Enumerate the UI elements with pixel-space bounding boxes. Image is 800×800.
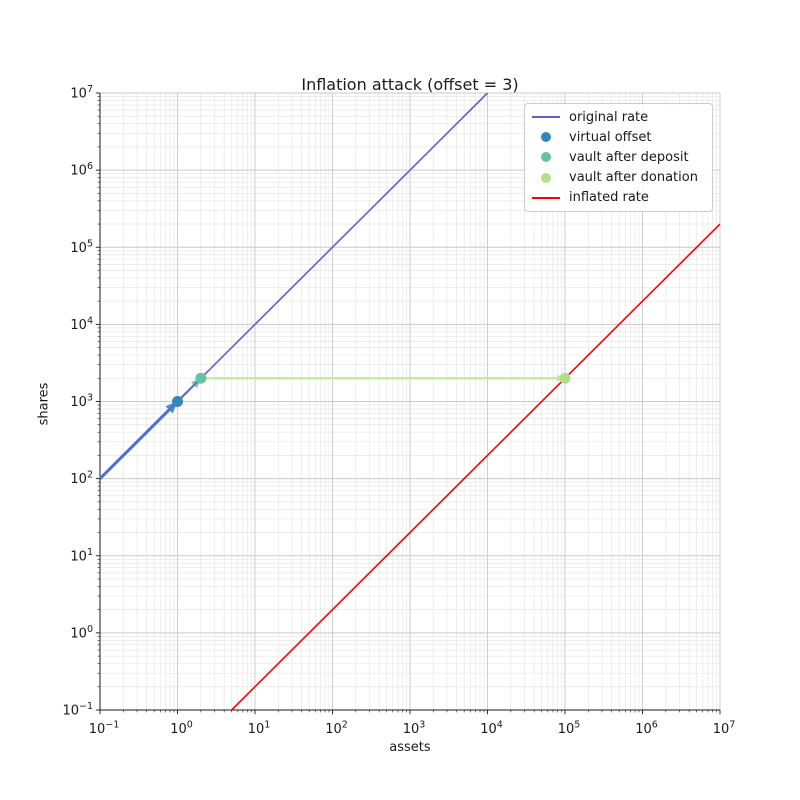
x-tick-label: 103: [403, 720, 426, 738]
y-tick-label: 104: [70, 315, 93, 333]
y-tick-label: 10−1: [62, 701, 93, 719]
legend-item-original-rate: original rate: [531, 107, 706, 127]
legend-label: vault after donation: [569, 170, 698, 186]
legend-label: original rate: [569, 109, 649, 125]
legend-item-virtual-offset: virtual offset: [531, 127, 706, 147]
dot-swatch-icon: [531, 152, 561, 163]
x-axis-label: assets: [389, 740, 431, 755]
x-tick-label: 101: [248, 720, 271, 738]
legend-label: vault after deposit: [569, 149, 689, 165]
y-tick-label: 101: [70, 547, 93, 565]
legend-label: virtual offset: [569, 129, 652, 145]
legend-item-vault-after-deposit: vault after deposit: [531, 147, 706, 167]
original-rate-line-sample: [532, 116, 560, 119]
dot-swatch-icon: [531, 172, 561, 183]
x-tick-label: 107: [713, 720, 736, 738]
inflated-rate-line-sample: [532, 196, 560, 199]
legend-item-vault-after-donation: vault after donation: [531, 168, 706, 188]
legend-item-inflated-rate: inflated rate: [531, 188, 706, 208]
dot-swatch-icon: [531, 132, 561, 143]
x-tick-label: 104: [480, 720, 503, 738]
rate-lines: [99, 92, 721, 711]
event-points: [172, 372, 571, 407]
x-tick-label: 106: [635, 720, 658, 738]
y-tick-label: 105: [70, 238, 93, 256]
chart-legend: original rate virtual offset vault after…: [524, 103, 713, 212]
y-tick-label: 102: [70, 470, 93, 488]
series-original-rate-line: [99, 92, 489, 480]
y-tick-label: 103: [70, 393, 93, 411]
series-inflated-rate-line: [231, 223, 721, 711]
y-tick-label: 106: [70, 161, 93, 179]
x-tick-label: 10−1: [89, 720, 120, 738]
axis-ticks: [95, 92, 721, 715]
point-virtual-offset: [172, 396, 183, 407]
x-tick-label: 105: [558, 720, 581, 738]
x-tick-label: 100: [170, 720, 193, 738]
chart-title: Inflation attack (offset = 3): [301, 75, 519, 94]
y-tick-label: 107: [70, 84, 93, 102]
y-tick-label: 100: [70, 624, 93, 642]
x-tick-label: 102: [325, 720, 348, 738]
point-vault-after-donation: [559, 372, 571, 384]
vault-after-deposit-dot-sample: [541, 152, 551, 163]
line-swatch-icon: [531, 116, 561, 119]
point-vault-after-deposit: [195, 372, 207, 384]
vault-after-donation-dot-sample: [541, 172, 551, 183]
legend-label: inflated rate: [569, 190, 649, 206]
line-swatch-icon: [531, 196, 561, 199]
virtual-offset-dot-sample: [541, 132, 551, 143]
